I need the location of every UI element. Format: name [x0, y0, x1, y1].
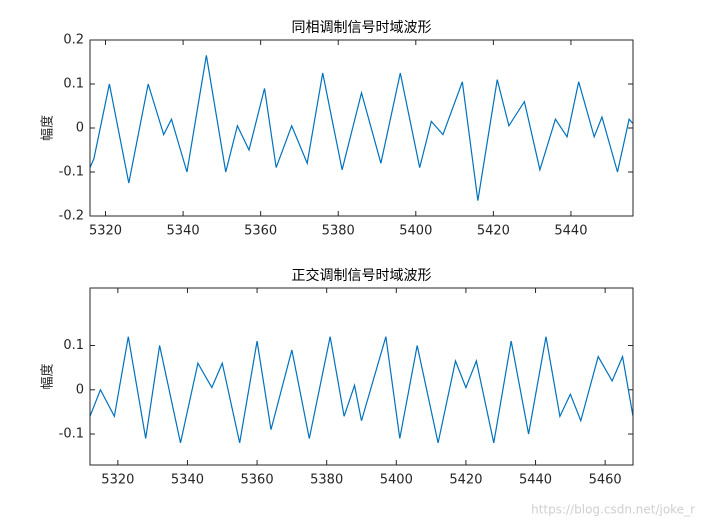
axes-background	[90, 288, 633, 465]
y-tick-label: 0	[76, 121, 84, 136]
axes-box	[89, 287, 634, 466]
x-tick-label: 5320	[101, 473, 134, 488]
x-tick-label: 5360	[241, 473, 274, 488]
chart-title: 同相调制信号时域波形	[292, 20, 432, 36]
x-tick-label: 5460	[589, 473, 622, 488]
x-tick-label: 5380	[310, 473, 343, 488]
x-tick-label: 5340	[171, 473, 204, 488]
axes-box	[89, 39, 634, 217]
data-line	[90, 336, 633, 444]
y-tick-label: -0.1	[59, 427, 84, 442]
y-tick-label: 0	[76, 382, 84, 397]
y-axis-label: 幅度	[40, 363, 56, 389]
x-tick-label: 5420	[477, 224, 510, 239]
y-tick-label: 0.1	[63, 77, 84, 92]
axes-background	[90, 40, 633, 216]
x-tick-label: 5320	[89, 224, 122, 239]
x-tick-label: 5400	[399, 224, 432, 239]
x-tick-label: 5420	[449, 473, 482, 488]
watermark: https://blog.csdn.net/joke_r	[531, 503, 695, 517]
data-line	[90, 55, 633, 201]
x-tick-label: 5400	[380, 473, 413, 488]
y-tick-label: -0.2	[59, 209, 84, 224]
chart-title: 正交调制信号时域波形	[292, 267, 432, 284]
x-tick-label: 5380	[322, 224, 355, 239]
x-tick-label: 5440	[519, 473, 552, 488]
x-tick-label: 5340	[167, 224, 200, 239]
y-tick-label: -0.1	[59, 165, 84, 180]
y-axis-label: 幅度	[40, 115, 56, 141]
x-tick-label: 5360	[244, 224, 277, 239]
y-tick-label: 0.2	[63, 33, 84, 48]
x-tick-label: 5440	[554, 224, 587, 239]
y-tick-label: 0.1	[63, 338, 84, 353]
